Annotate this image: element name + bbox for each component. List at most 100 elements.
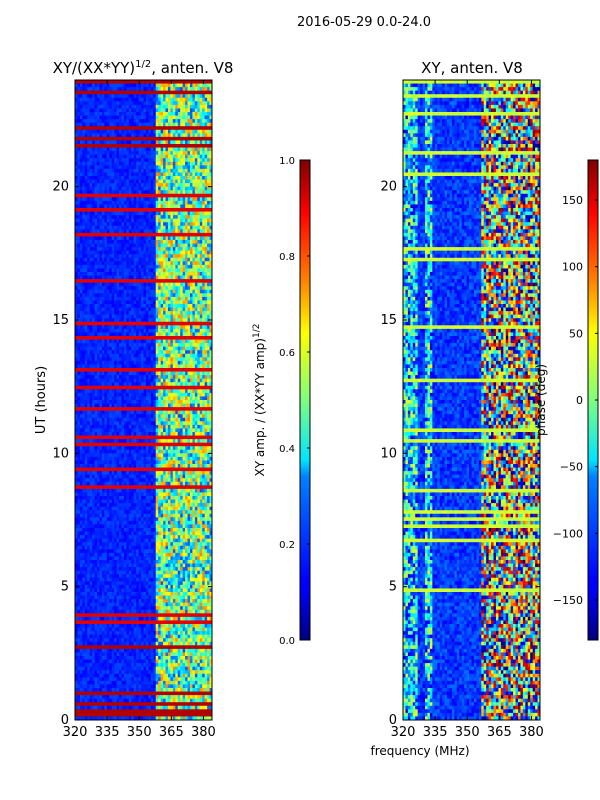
heatmap-cell	[99, 318, 103, 323]
heatmap-cell	[87, 392, 91, 397]
heatmap-cell	[89, 208, 93, 212]
heatmap-cell	[116, 165, 120, 170]
heatmap-cell	[143, 183, 147, 188]
heatmap-cell	[199, 289, 203, 294]
heatmap-cell	[150, 90, 154, 95]
heatmap-cell	[101, 346, 105, 351]
heatmap-cell	[138, 293, 142, 298]
heatmap-cell	[160, 336, 164, 340]
heatmap-cell	[106, 243, 110, 248]
heatmap-cell	[177, 80, 181, 84]
heatmap-cell	[116, 83, 120, 88]
heatmap-cell	[97, 247, 100, 252]
heatmap-cell	[116, 172, 120, 177]
heatmap-cell	[180, 154, 184, 159]
heatmap-cell	[136, 254, 140, 259]
heatmap-cell	[87, 293, 91, 298]
heatmap-cell	[82, 314, 86, 319]
heatmap-cell	[175, 339, 179, 344]
heatmap-cell	[99, 151, 103, 156]
heatmap-cell	[126, 133, 130, 138]
heatmap-cell	[116, 151, 120, 156]
heatmap-cell	[133, 172, 137, 177]
heatmap-cell	[136, 151, 140, 156]
heatmap-cell	[165, 353, 169, 358]
heatmap-cell	[84, 264, 88, 269]
heatmap-cell	[128, 172, 132, 177]
heatmap-cell	[175, 300, 179, 305]
heatmap-cell	[84, 229, 88, 234]
heatmap-cell	[165, 289, 169, 294]
heatmap-cell	[148, 208, 152, 212]
heatmap-cell	[89, 307, 93, 312]
heatmap-cell	[136, 325, 140, 330]
heatmap-cell	[75, 101, 78, 106]
heatmap-cell	[79, 190, 83, 195]
heatmap-cell	[128, 129, 132, 134]
heatmap-cell	[197, 83, 201, 88]
heatmap-cell	[155, 296, 159, 301]
heatmap-cell	[192, 264, 196, 269]
heatmap-cell	[111, 254, 115, 259]
heatmap-cell	[209, 360, 213, 365]
heatmap-cell	[158, 83, 162, 88]
heatmap-cell	[148, 339, 152, 344]
heatmap-cell	[143, 133, 147, 138]
heatmap-cell	[192, 151, 196, 156]
heatmap-cell	[94, 104, 98, 109]
heatmap-cell	[180, 343, 184, 348]
heatmap-cell	[199, 179, 203, 184]
heatmap-cell	[170, 129, 174, 134]
heatmap-cell	[123, 232, 127, 237]
heatmap-cell	[163, 279, 166, 284]
heatmap-cell	[182, 161, 186, 166]
heatmap-cell	[160, 129, 164, 134]
heatmap-cell	[170, 151, 174, 156]
heatmap-cell	[153, 200, 157, 205]
heatmap-cell	[99, 279, 103, 284]
heatmap-cell	[197, 172, 201, 177]
heatmap-cell	[145, 172, 149, 177]
heatmap-cell	[111, 193, 115, 198]
heatmap-cell	[180, 190, 184, 195]
heatmap-cell	[150, 257, 154, 262]
heatmap-cell	[182, 375, 186, 380]
heatmap-cell	[150, 151, 154, 156]
heatmap-cell	[197, 272, 201, 276]
heatmap-cell	[167, 247, 171, 252]
heatmap-cell	[99, 104, 103, 109]
heatmap-cell	[143, 101, 147, 106]
heatmap-cell	[133, 254, 137, 259]
heatmap-cell	[138, 136, 142, 141]
heatmap-cell	[133, 136, 137, 141]
heatmap-cell	[111, 112, 115, 116]
heatmap-cell	[77, 296, 81, 301]
heatmap-cell	[160, 190, 164, 195]
heatmap-cell	[155, 122, 159, 127]
heatmap-cell	[114, 389, 117, 394]
heatmap-cell	[89, 332, 93, 337]
heatmap-cell	[158, 222, 162, 227]
heatmap-cell	[199, 261, 203, 266]
heatmap-cell	[128, 140, 132, 145]
heatmap-cell	[97, 211, 100, 216]
heatmap-cell	[172, 190, 176, 195]
heatmap-cell	[101, 371, 105, 376]
heatmap-cell	[82, 350, 86, 355]
heatmap-cell	[133, 264, 137, 269]
heatmap-cell	[189, 360, 193, 365]
heatmap-cell	[165, 136, 169, 141]
heatmap-cell	[92, 122, 95, 127]
heatmap-cell	[145, 321, 149, 326]
heatmap-cell	[111, 282, 115, 287]
heatmap-cell	[189, 97, 193, 102]
heatmap-cell	[75, 133, 78, 138]
heatmap-cell	[123, 357, 127, 362]
heatmap-cell	[172, 218, 176, 223]
heatmap-cell	[158, 293, 162, 298]
heatmap-cell	[207, 300, 210, 305]
heatmap-cell	[92, 129, 95, 134]
heatmap-cell	[131, 168, 135, 173]
heatmap-cell	[163, 83, 166, 88]
heatmap-cell	[185, 215, 188, 220]
